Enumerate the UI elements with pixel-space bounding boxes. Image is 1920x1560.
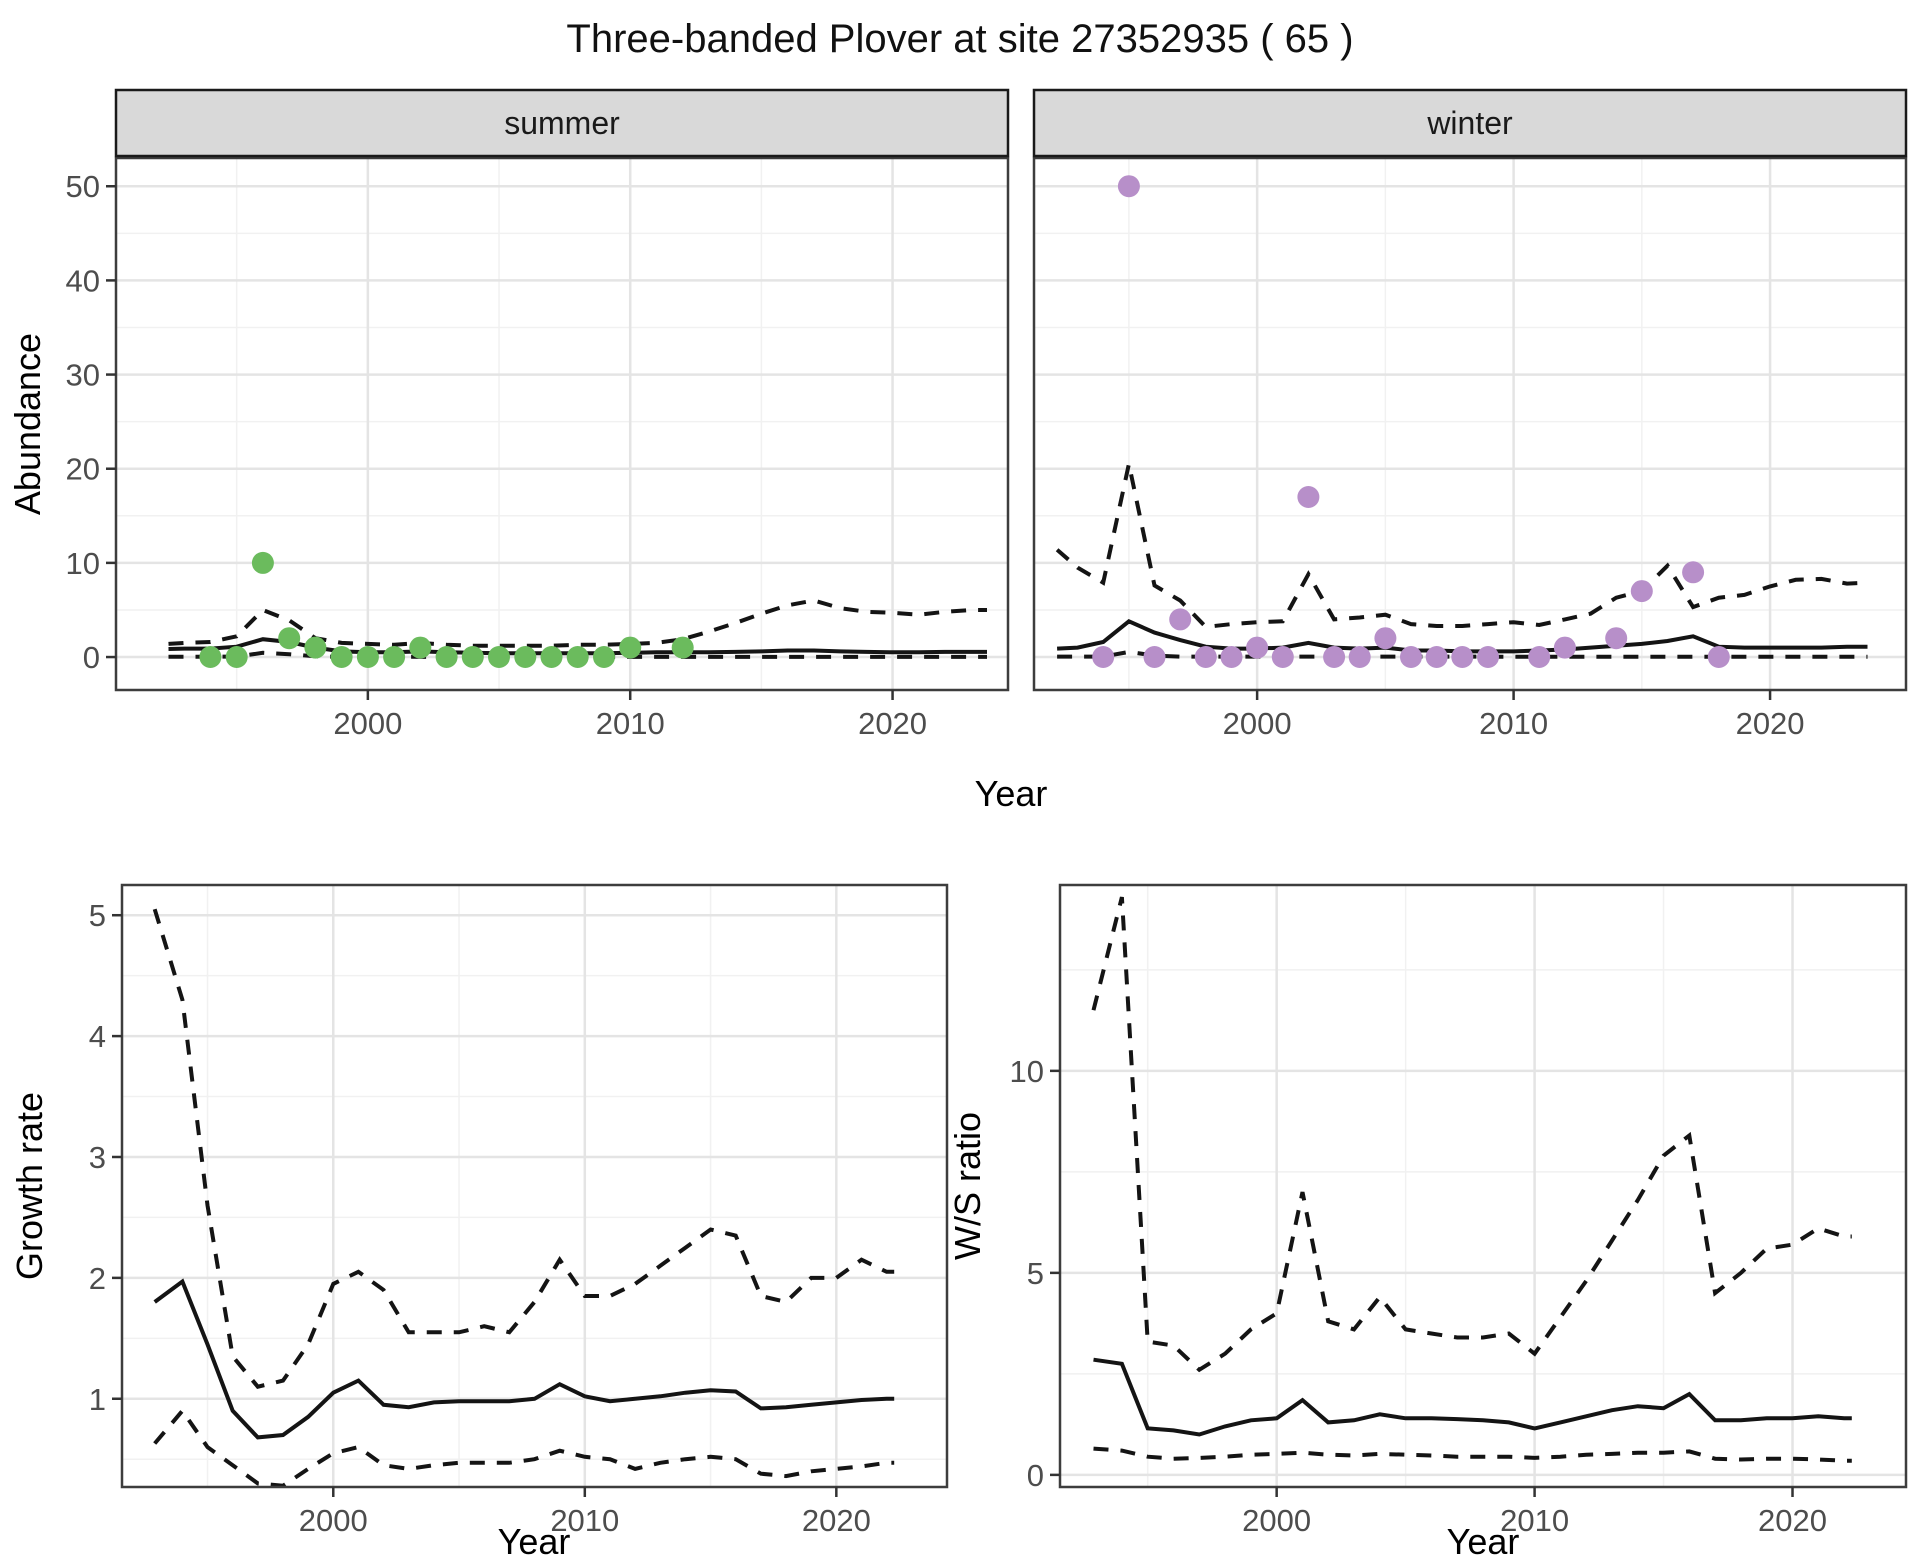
panel-border — [1032, 156, 1908, 692]
figure-title: Three-banded Plover at site 27352935 ( 6… — [566, 17, 1353, 61]
observation-point — [1451, 646, 1474, 668]
y-tick-label: 5 — [1027, 1256, 1044, 1291]
y-tick-label: 0 — [83, 640, 100, 675]
observation-point — [593, 646, 615, 668]
observation-point — [1271, 646, 1294, 668]
observation-point — [1092, 646, 1115, 668]
observation-point — [435, 646, 458, 668]
x-tick-label: 2020 — [802, 1503, 871, 1538]
observation-point — [1143, 646, 1166, 668]
x-tick-label: 2010 — [596, 706, 665, 741]
observation-point — [1553, 636, 1576, 659]
panel-border — [114, 156, 1010, 692]
observation-point — [1707, 646, 1730, 668]
facet-strip — [1032, 88, 1908, 158]
observation-point — [1220, 646, 1243, 668]
fitted-line — [1093, 1357, 1852, 1437]
observation-point — [514, 646, 537, 668]
observation-point — [1528, 646, 1551, 668]
growth-rate-axis-label: Growth rate — [9, 1092, 50, 1280]
x-tick-label: 2010 — [1479, 706, 1548, 741]
observation-point — [356, 646, 379, 668]
y-tick-label: 0 — [1027, 1458, 1044, 1493]
ci-upper-line — [1055, 463, 1868, 629]
ws-ratio-axis-label: W/S ratio — [947, 1112, 988, 1260]
x-tick-label: 2000 — [299, 1503, 368, 1538]
y-tick-label: 50 — [66, 169, 100, 204]
observation-point — [461, 646, 484, 668]
observation-point — [1400, 646, 1422, 668]
panel-abundance_summer: summer 2000 2010 2020 0 10 20 30 40 50 — [66, 88, 1010, 741]
observation-point — [1374, 627, 1397, 650]
y-tick-label: 30 — [66, 358, 100, 393]
observation-point — [619, 636, 642, 659]
y-tick-label: 1 — [89, 1382, 106, 1417]
observation-point — [1169, 608, 1192, 631]
observation-point — [488, 646, 510, 668]
observation-point — [1194, 646, 1217, 668]
ci-upper-line — [1091, 896, 1852, 1373]
observation-point — [409, 636, 432, 659]
observation-point — [1425, 646, 1448, 668]
observation-point — [1605, 627, 1628, 650]
panel-border — [1058, 883, 1908, 1489]
x-tick-label: 2010 — [1500, 1503, 1569, 1538]
y-tick-label: 10 — [66, 546, 100, 581]
facet-strip-label: winter — [1426, 105, 1513, 141]
panel-growth_rate: 2000 2010 2020 1 2 3 4 5 — [89, 883, 949, 1538]
fitted-line — [153, 1278, 895, 1440]
observation-point — [330, 646, 353, 668]
panel-background — [116, 158, 1008, 690]
observation-point — [1246, 636, 1269, 659]
y-tick-label: 2 — [89, 1261, 106, 1296]
x-tick-label: 2020 — [1736, 706, 1805, 741]
observation-point — [1297, 486, 1320, 508]
observation-point — [1117, 175, 1140, 198]
panel-ws_ratio: 2000 2010 2020 0 5 10 — [1010, 883, 1908, 1538]
panel-background — [1060, 885, 1906, 1487]
bottom-left-year-axis-label: Year — [498, 1521, 571, 1560]
y-tick-label: 3 — [89, 1140, 106, 1175]
y-tick-label: 5 — [89, 898, 106, 933]
bottom-right-year-axis-label: Year — [1447, 1521, 1520, 1560]
facet-strip-label: summer — [504, 105, 620, 141]
observation-point — [1682, 561, 1705, 584]
observation-point — [383, 646, 406, 668]
y-tick-label: 20 — [66, 452, 100, 487]
ci-lower-line — [1093, 1446, 1852, 1463]
y-tick-label: 40 — [66, 263, 100, 298]
observation-point — [225, 646, 248, 668]
x-tick-label: 2010 — [550, 1503, 619, 1538]
observation-point — [1323, 646, 1346, 668]
observation-point — [1348, 646, 1371, 668]
observation-point — [1477, 646, 1499, 668]
x-tick-label: 2000 — [1242, 1503, 1311, 1538]
x-tick-label: 2000 — [333, 706, 402, 741]
ci-upper-line — [168, 598, 987, 648]
observation-point — [278, 627, 301, 650]
observation-point — [199, 646, 222, 668]
abundance-axis-label: Abundance — [7, 333, 48, 515]
ci-upper-line — [152, 908, 895, 1389]
observation-point — [1630, 580, 1653, 603]
panel-border — [120, 883, 949, 1489]
observation-point — [566, 646, 589, 668]
observation-point — [671, 636, 694, 659]
top-year-axis-label: Year — [975, 773, 1048, 814]
x-tick-label: 2020 — [1758, 1503, 1827, 1538]
x-tick-label: 2000 — [1223, 706, 1292, 741]
facet-strip — [114, 88, 1010, 158]
y-tick-label: 10 — [1010, 1054, 1044, 1089]
panel-abundance_winter: winter 2000 2010 2020 — [1032, 88, 1908, 741]
observation-point — [304, 636, 327, 659]
observation-point — [251, 551, 274, 574]
y-tick-label: 4 — [89, 1019, 106, 1054]
observation-point — [540, 646, 563, 668]
x-tick-label: 2020 — [858, 706, 927, 741]
